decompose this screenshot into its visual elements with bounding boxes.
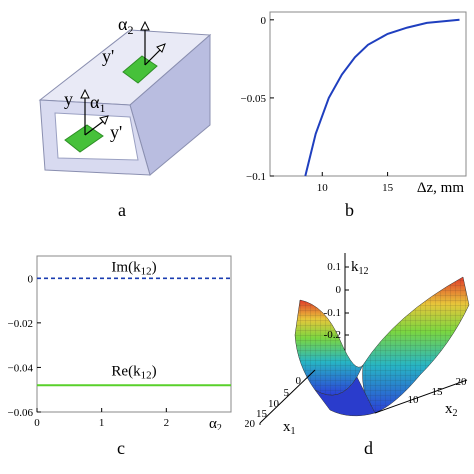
z-tick-label-d: -0.1: [324, 307, 341, 319]
im-k12-label: Im(k12): [111, 259, 156, 277]
x-axis-label-b: Δz, mm: [417, 180, 464, 196]
x-tick-label-c: 1: [99, 417, 105, 429]
caption-b: b: [345, 200, 354, 220]
label-yprime-bottom: y': [110, 122, 122, 142]
plot-frame-c: [36, 255, 232, 413]
y-tick-label-c: −0.02: [8, 318, 33, 330]
label-yprime-top: y': [102, 46, 114, 66]
probe-top: [122, 55, 158, 84]
x-tick-label-b: 15: [382, 182, 394, 194]
probe-bottom: [64, 124, 104, 153]
x2-tick-label-d: 15: [432, 386, 444, 398]
z-tick-label-d: 0.1: [327, 261, 341, 273]
z-tick-label-d: 0: [336, 284, 342, 296]
x-axis-label-c: α2: [209, 416, 222, 430]
y-tick-label-b: −0.1: [246, 171, 266, 183]
x1-tick-label-d: 10: [268, 398, 280, 410]
caption-d: d: [364, 438, 373, 458]
plot-frame-b: [269, 11, 467, 177]
panel-b-chart: 0 −0.05 −0.1 10 15 Δz, mm: [241, 11, 467, 196]
x1-tick-label-d: 15: [256, 408, 268, 420]
x1-tick-label-d: 0: [296, 375, 302, 387]
x2-tick-label-d: 10: [408, 394, 420, 406]
y-tick-label-c: −0.04: [8, 362, 34, 374]
y-tick-label-c: −0.06: [8, 407, 34, 419]
y-tick-label-b: −0.05: [241, 93, 267, 105]
label-y: y: [64, 89, 73, 109]
x1-axis-label-d: x1: [283, 419, 296, 435]
x-tick-label-c: 0: [34, 417, 40, 429]
x2-axis-label-d: x2: [445, 401, 458, 419]
label-alpha1: α1: [90, 92, 105, 115]
y-tick-label-b: 0: [261, 15, 267, 27]
x1-tick-label-d: 20: [245, 418, 256, 430]
z-axis-label-d: k12: [351, 259, 369, 277]
caption-a: a: [118, 200, 126, 220]
panel-a-waveguide-diagram: α2 y' y α1 y': [38, 14, 212, 176]
y-tick-label-c: 0: [28, 273, 34, 285]
z-tick-label-d: -0.2: [324, 329, 341, 341]
label-alpha2: α2: [118, 14, 133, 37]
x1-tick-label-d: 5: [284, 387, 290, 399]
x2-tick-label-d: 20: [456, 376, 468, 388]
curve-b: [304, 18, 460, 177]
caption-c: c: [117, 438, 125, 458]
re-k12-label: Re(k12): [111, 363, 156, 381]
x-tick-label-b: 10: [317, 182, 329, 194]
x-tick-label-c: 2: [164, 417, 170, 429]
